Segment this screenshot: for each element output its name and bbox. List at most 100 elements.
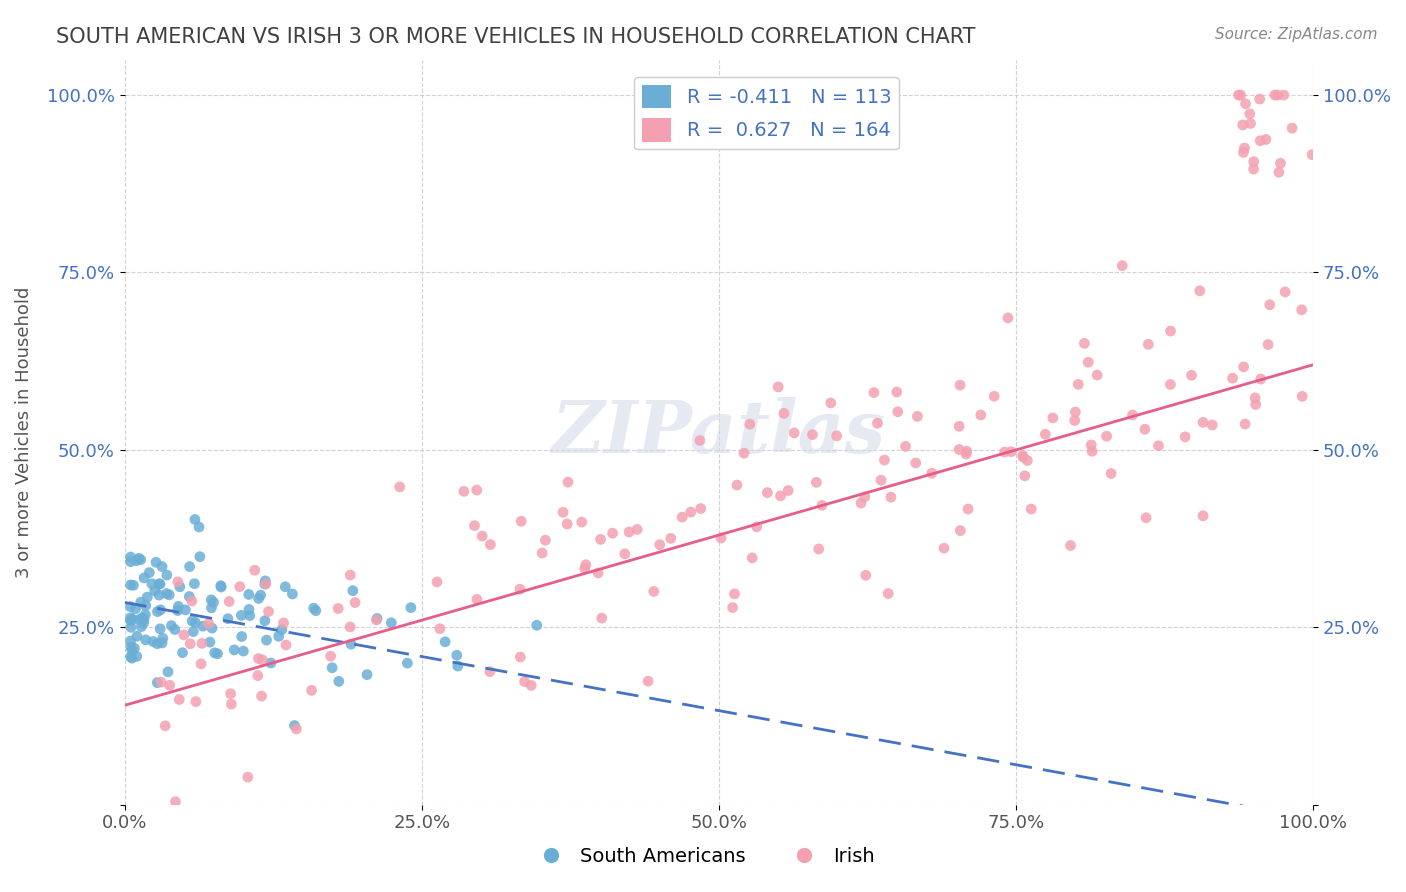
Point (366, 613, 388, 627)
Point (221, 697, 243, 711)
Point (270, 623, 292, 637)
Point (994, 445, 1017, 459)
Point (236, 770, 259, 784)
Point (1017, 453, 1039, 467)
Point (1291, 389, 1313, 403)
Point (120, 549, 142, 564)
Point (773, 406, 796, 420)
Y-axis label: 3 or more Vehicles in Household: 3 or more Vehicles in Household (15, 286, 32, 578)
Point (863, 385, 886, 400)
Point (142, 634, 165, 648)
Point (894, 439, 917, 453)
Point (173, 628, 195, 642)
Point (274, 638, 297, 652)
Point (191, 619, 214, 633)
Point (1274, 285, 1296, 299)
Point (204, 646, 226, 660)
Point (1239, 107, 1261, 121)
Point (806, 475, 828, 490)
Point (1244, 397, 1267, 411)
Point (1244, 391, 1267, 405)
Point (281, 587, 304, 601)
Point (156, 568, 179, 582)
Point (181, 614, 204, 628)
Point (319, 649, 342, 664)
Point (157, 588, 180, 602)
Point (1033, 427, 1056, 442)
Point (1270, 156, 1292, 170)
Point (725, 478, 748, 492)
Point (129, 595, 152, 609)
Point (1085, 368, 1108, 382)
Point (188, 549, 211, 564)
Point (589, 533, 612, 547)
Point (201, 621, 224, 635)
Point (174, 603, 197, 617)
Point (138, 566, 160, 580)
Point (1272, 88, 1295, 103)
Point (120, 599, 142, 614)
Point (1174, 430, 1197, 444)
Point (820, 396, 842, 410)
Point (756, 485, 779, 500)
Point (167, 574, 190, 589)
Point (184, 512, 207, 526)
Point (159, 678, 181, 692)
Point (149, 622, 172, 636)
Point (463, 518, 485, 533)
Point (152, 632, 174, 646)
Point (426, 574, 449, 589)
Point (1063, 413, 1085, 427)
Point (122, 578, 145, 592)
Point (741, 550, 763, 565)
Point (956, 444, 979, 458)
Point (1257, 337, 1279, 351)
Point (571, 515, 593, 529)
Point (807, 541, 830, 556)
Point (526, 618, 548, 632)
Point (121, 643, 143, 657)
Point (429, 622, 451, 636)
Point (1258, 298, 1281, 312)
Point (243, 563, 266, 577)
Point (131, 611, 153, 625)
Point (380, 615, 402, 630)
Point (689, 434, 711, 448)
Point (1095, 429, 1118, 443)
Point (1135, 510, 1157, 524)
Point (198, 635, 221, 649)
Point (238, 602, 260, 616)
Point (1232, 118, 1254, 132)
Point (167, 599, 190, 614)
Point (949, 524, 972, 538)
Point (302, 601, 325, 615)
Point (143, 583, 166, 598)
Point (249, 588, 271, 602)
Point (1000, 444, 1022, 458)
Point (1192, 415, 1215, 429)
Point (723, 587, 745, 601)
Point (1201, 417, 1223, 432)
Point (191, 636, 214, 650)
Point (202, 595, 225, 609)
Point (366, 611, 388, 625)
Point (180, 594, 202, 608)
Point (1099, 467, 1122, 481)
Point (218, 594, 240, 608)
Point (1222, 371, 1244, 385)
Point (534, 533, 557, 548)
Point (160, 618, 183, 632)
Point (190, 657, 212, 671)
Point (252, 653, 274, 667)
Point (1012, 450, 1035, 464)
Point (853, 490, 876, 504)
Point (342, 583, 364, 598)
Point (250, 689, 273, 703)
Point (166, 604, 188, 618)
Point (283, 718, 305, 732)
Point (145, 555, 167, 569)
Point (626, 523, 648, 537)
Point (801, 427, 824, 442)
Point (285, 722, 308, 736)
Point (163, 623, 186, 637)
